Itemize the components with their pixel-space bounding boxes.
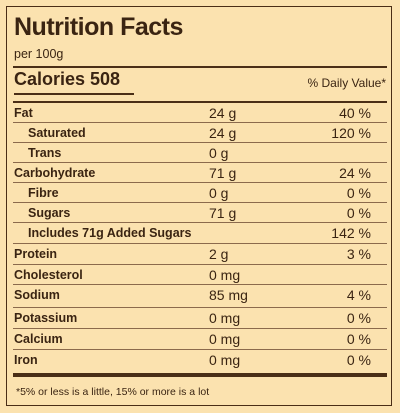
nutrient-amount: 2 g <box>209 246 229 262</box>
nutrient-row-saturated: Saturated 24 g 120 % <box>13 123 387 143</box>
row-divider <box>13 264 387 265</box>
row-divider <box>13 142 387 143</box>
nutrient-amount: 0 mg <box>209 310 241 326</box>
nutrient-amount: 0 g <box>209 185 229 201</box>
row-divider <box>13 328 387 329</box>
serving-size: per 100g <box>14 47 64 61</box>
nutrient-amount: 0 mg <box>209 352 241 368</box>
row-divider <box>13 182 387 183</box>
calories-underline <box>14 93 134 95</box>
bottom-rule <box>13 373 387 377</box>
footnote: *5% or less is a little, 15% or more is … <box>16 386 210 398</box>
nutrient-amount: 71 g <box>209 205 237 221</box>
nutrient-amount: 0 mg <box>209 267 241 283</box>
row-divider <box>13 162 387 163</box>
nutrient-row-cholesterol: Cholesterol 0 mg <box>13 265 387 285</box>
nutrient-row-fibre: Fibre 0 g 0 % <box>13 183 387 203</box>
nutrient-daily-value: 120 % <box>331 125 371 141</box>
nutrient-daily-value: 4 % <box>346 287 371 303</box>
row-divider <box>13 307 387 308</box>
nutrient-row-iron: Iron 0 mg 0 % <box>13 350 387 372</box>
nutrient-label: Carbohydrate <box>14 166 96 180</box>
nutrient-amount: 0 mg <box>209 331 241 347</box>
nutrient-row-protein: Protein 2 g 3 % <box>13 244 387 265</box>
nutrient-row-carbohydrate: Carbohydrate 71 g 24 % <box>13 163 387 183</box>
nutrient-amount: 71 g <box>209 165 237 181</box>
row-divider <box>13 284 387 285</box>
nutrient-amount: 24 g <box>209 125 237 141</box>
nutrient-label: Calcium <box>14 332 63 346</box>
nutrient-daily-value: 0 % <box>346 352 371 368</box>
nutrient-row-calcium: Calcium 0 mg 0 % <box>13 329 387 350</box>
top-rule <box>13 66 387 68</box>
nutrient-daily-value: 40 % <box>339 105 371 121</box>
nutrient-label: Fat <box>14 106 33 120</box>
nutrient-label: Includes 71g Added Sugars <box>28 226 192 240</box>
nutrient-row-fat: Fat 24 g 40 % <box>13 103 387 123</box>
label-title: Nutrition Facts <box>14 13 183 41</box>
nutrient-daily-value: 3 % <box>346 246 371 262</box>
nutrient-label: Trans <box>28 146 62 160</box>
nutrient-daily-value: 0 % <box>346 185 371 201</box>
nutrient-row-potassium: Potassium 0 mg 0 % <box>13 308 387 329</box>
nutrient-row-sugars: Sugars 71 g 0 % <box>13 203 387 223</box>
nutrient-label: Iron <box>14 353 38 367</box>
nutrient-amount: 24 g <box>209 105 237 121</box>
nutrient-daily-value: 0 % <box>346 205 371 221</box>
nutrient-label: Protein <box>14 247 58 261</box>
nutrient-daily-value: 0 % <box>346 310 371 326</box>
nutrient-label: Saturated <box>28 126 86 140</box>
nutrition-facts-panel <box>6 6 392 406</box>
header-rule <box>13 101 387 103</box>
nutrient-label: Sugars <box>28 206 71 220</box>
row-divider <box>13 202 387 203</box>
nutrient-row-trans: Trans 0 g <box>13 143 387 163</box>
row-divider <box>13 349 387 350</box>
nutrient-label: Cholesterol <box>14 268 83 282</box>
row-divider <box>13 122 387 123</box>
nutrient-amount: 0 g <box>209 145 229 161</box>
nutrient-daily-value: 0 % <box>346 331 371 347</box>
nutrient-daily-value: 142 % <box>331 225 371 241</box>
row-divider <box>13 243 387 244</box>
nutrient-daily-value: 24 % <box>339 165 371 181</box>
daily-value-header: % Daily Value* <box>307 76 386 90</box>
row-divider <box>13 222 387 223</box>
calories-value: Calories 508 <box>14 69 121 89</box>
nutrient-amount: 85 mg <box>209 287 248 303</box>
nutrient-label: Sodium <box>14 288 60 302</box>
nutrient-label: Fibre <box>28 186 59 200</box>
nutrient-label: Potassium <box>14 311 78 325</box>
nutrient-row-sodium: Sodium 85 mg 4 % <box>13 285 387 308</box>
nutrient-row-added-sugars: Includes 71g Added Sugars 142 % <box>13 223 387 244</box>
